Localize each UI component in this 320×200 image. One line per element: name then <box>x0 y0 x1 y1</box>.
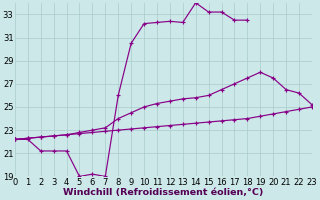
X-axis label: Windchill (Refroidissement éolien,°C): Windchill (Refroidissement éolien,°C) <box>63 188 264 197</box>
